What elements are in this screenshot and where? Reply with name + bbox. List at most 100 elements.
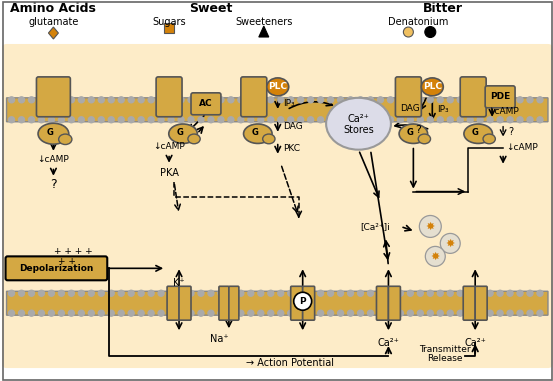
Circle shape — [29, 310, 34, 316]
Circle shape — [358, 97, 363, 103]
Circle shape — [178, 290, 184, 296]
Circle shape — [138, 97, 144, 103]
Circle shape — [368, 310, 373, 316]
FancyBboxPatch shape — [179, 286, 191, 320]
FancyBboxPatch shape — [2, 44, 553, 368]
Circle shape — [457, 290, 463, 296]
Circle shape — [59, 117, 64, 123]
Circle shape — [537, 117, 543, 123]
Circle shape — [388, 117, 393, 123]
Circle shape — [408, 97, 413, 103]
Circle shape — [79, 290, 84, 296]
Circle shape — [208, 97, 214, 103]
Circle shape — [198, 97, 204, 103]
Circle shape — [307, 310, 314, 316]
Text: → Action Potential: → Action Potential — [246, 358, 334, 368]
Circle shape — [298, 97, 304, 103]
Circle shape — [69, 290, 74, 296]
Circle shape — [517, 290, 523, 296]
Circle shape — [425, 27, 436, 37]
Circle shape — [288, 117, 294, 123]
Text: G: G — [252, 128, 258, 137]
Circle shape — [408, 117, 413, 123]
Circle shape — [408, 310, 413, 316]
Circle shape — [278, 290, 284, 296]
FancyBboxPatch shape — [291, 286, 302, 320]
Circle shape — [98, 117, 105, 123]
Circle shape — [158, 117, 164, 123]
Text: + + + +: + + + + — [54, 247, 93, 256]
Ellipse shape — [421, 78, 444, 96]
Circle shape — [477, 97, 483, 103]
Circle shape — [378, 97, 383, 103]
Circle shape — [198, 117, 204, 123]
Text: Ca²⁺: Ca²⁺ — [348, 114, 369, 124]
Circle shape — [69, 117, 74, 123]
Circle shape — [88, 290, 95, 296]
Circle shape — [248, 117, 254, 123]
Text: Bitter: Bitter — [423, 2, 463, 14]
Circle shape — [437, 117, 444, 123]
Circle shape — [378, 310, 383, 316]
Text: ?: ? — [415, 125, 421, 135]
Circle shape — [447, 290, 453, 296]
FancyBboxPatch shape — [395, 77, 421, 117]
Circle shape — [517, 97, 523, 103]
Circle shape — [268, 117, 274, 123]
Circle shape — [298, 310, 304, 316]
Circle shape — [208, 290, 214, 296]
Text: Transmitter: Transmitter — [420, 344, 471, 354]
Text: Sweet: Sweet — [189, 2, 233, 14]
Circle shape — [327, 97, 333, 103]
Circle shape — [437, 97, 444, 103]
Circle shape — [168, 117, 174, 123]
Circle shape — [49, 117, 54, 123]
FancyBboxPatch shape — [377, 286, 388, 320]
FancyBboxPatch shape — [241, 77, 267, 117]
Circle shape — [258, 97, 264, 103]
Circle shape — [18, 290, 24, 296]
Circle shape — [427, 97, 434, 103]
Circle shape — [248, 97, 254, 103]
Circle shape — [347, 310, 353, 316]
Text: Denatonium: Denatonium — [388, 17, 448, 27]
Text: IP₃: IP₃ — [283, 99, 294, 108]
Circle shape — [218, 290, 224, 296]
Circle shape — [88, 117, 95, 123]
Circle shape — [457, 117, 463, 123]
Text: K⁺: K⁺ — [173, 278, 185, 288]
Bar — [164, 23, 174, 33]
Circle shape — [218, 310, 224, 316]
Circle shape — [347, 117, 353, 123]
Circle shape — [327, 290, 333, 296]
Circle shape — [8, 310, 14, 316]
Text: PKC: PKC — [283, 144, 300, 153]
Text: Na⁺: Na⁺ — [210, 334, 228, 344]
Circle shape — [118, 310, 124, 316]
Circle shape — [248, 310, 254, 316]
Circle shape — [18, 310, 24, 316]
Circle shape — [327, 117, 333, 123]
Circle shape — [238, 310, 244, 316]
Circle shape — [307, 97, 314, 103]
FancyBboxPatch shape — [6, 256, 107, 280]
Circle shape — [517, 117, 523, 123]
FancyBboxPatch shape — [36, 77, 70, 117]
Circle shape — [317, 97, 324, 103]
Ellipse shape — [483, 134, 495, 144]
Text: Ca²⁺: Ca²⁺ — [464, 338, 486, 348]
Circle shape — [228, 290, 234, 296]
Circle shape — [388, 310, 393, 316]
Circle shape — [368, 97, 373, 103]
Circle shape — [278, 117, 284, 123]
Text: G: G — [176, 128, 184, 137]
Circle shape — [49, 310, 54, 316]
Circle shape — [18, 97, 24, 103]
Circle shape — [418, 117, 424, 123]
Circle shape — [268, 310, 274, 316]
Circle shape — [108, 310, 114, 316]
Circle shape — [537, 310, 543, 316]
Circle shape — [337, 97, 343, 103]
Text: DAG: DAG — [400, 104, 420, 113]
Circle shape — [477, 117, 483, 123]
